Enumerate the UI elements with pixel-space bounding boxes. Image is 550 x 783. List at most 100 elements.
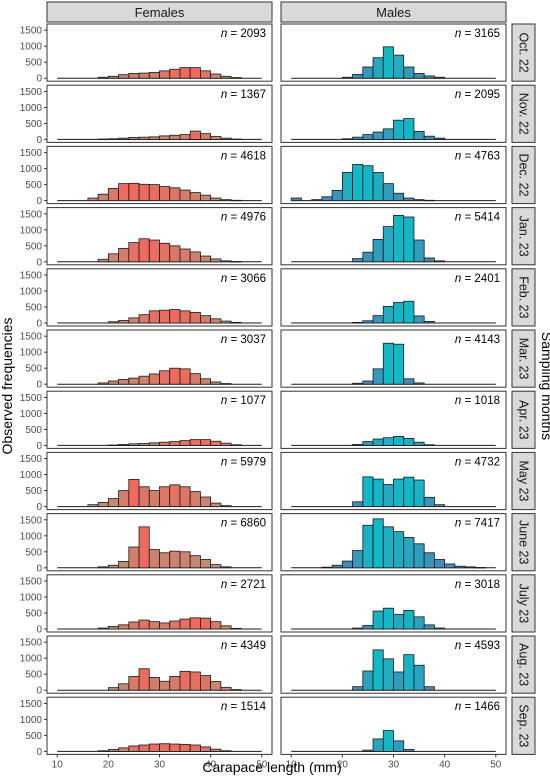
n-label-males-feb-23: n = 2401	[455, 273, 500, 285]
bar-females-apr-23-38	[200, 439, 212, 446]
bar-males-june-23-46	[474, 567, 486, 569]
bar-females-may-23-36	[189, 491, 201, 507]
bar-females-oct-22-22	[118, 74, 130, 79]
bar-females-oct-22-28	[148, 72, 160, 79]
bar-females-sep-23-36	[189, 744, 201, 752]
bar-females-july-23-40	[210, 621, 222, 630]
bar-females-apr-23-42	[220, 442, 232, 446]
bar-males-dec-22-10	[290, 197, 302, 201]
n-label-males-apr-23: n = 1018	[455, 395, 500, 407]
bar-females-sep-23-38	[200, 746, 212, 752]
y-tick-label-oct-22-500: 500	[25, 58, 42, 69]
x-axis-title: Carapace length (mm)	[202, 759, 341, 775]
bar-females-july-23-30	[159, 622, 171, 630]
bar-males-july-23-38	[434, 627, 446, 630]
bar-males-nov-22-32	[403, 118, 415, 140]
row-strip-may-23	[511, 451, 536, 511]
bar-females-mar-23-32	[169, 367, 181, 385]
bar-males-dec-22-14	[311, 199, 323, 201]
bar-males-nov-22-20	[341, 138, 353, 140]
bar-males-mar-23-34	[413, 382, 425, 385]
y-tick-label-nov-22-1500: 1500	[20, 87, 43, 98]
y-tick-label-mar-23-1000: 1000	[20, 348, 43, 359]
bar-females-apr-23-24	[128, 443, 140, 446]
y-tick-label-aug-23-0: 0	[36, 686, 42, 697]
bar-males-dec-22-18	[331, 189, 343, 202]
bar-females-jan-23-32	[169, 245, 181, 263]
bar-males-mar-23-22	[352, 382, 364, 385]
y-tick-label-nov-22-500: 500	[25, 119, 42, 130]
bar-females-oct-22-40	[210, 73, 222, 79]
y-tick-label-june-23-1000: 1000	[20, 531, 43, 542]
bar-females-oct-22-38	[200, 70, 212, 79]
bar-males-june-23-28	[382, 526, 394, 569]
bar-females-feb-23-24	[128, 317, 140, 324]
bar-females-aug-23-38	[200, 675, 212, 691]
bar-females-sep-23-34	[179, 743, 191, 752]
y-tick-label-july-23-1500: 1500	[20, 577, 43, 588]
bar-males-aug-23-24	[362, 670, 374, 691]
bar-females-feb-23-28	[148, 310, 160, 324]
bar-females-oct-22-32	[169, 68, 181, 79]
bar-females-nov-22-18	[97, 138, 109, 140]
bar-females-feb-23-44	[230, 321, 242, 324]
bar-males-july-23-36	[423, 624, 435, 630]
bar-females-apr-23-26	[138, 443, 150, 446]
bar-males-may-23-36	[423, 496, 435, 508]
bar-males-jan-23-34	[413, 239, 425, 263]
bar-males-may-23-32	[403, 476, 415, 508]
bar-females-june-23-24	[128, 546, 140, 569]
y-tick-label-aug-23-1500: 1500	[20, 638, 43, 649]
bar-females-may-23-34	[179, 486, 191, 508]
bar-males-nov-22-26	[372, 131, 384, 140]
bar-females-mar-23-24	[128, 377, 140, 385]
n-label-males-nov-22: n = 2095	[455, 89, 500, 101]
bar-females-may-23-42	[220, 505, 232, 508]
bar-males-oct-22-20	[341, 76, 353, 79]
y-tick-label-mar-23-500: 500	[25, 364, 42, 375]
bar-males-jan-23-30	[393, 214, 405, 263]
bar-females-dec-22-24	[128, 182, 140, 202]
bar-males-dec-22-30	[393, 192, 405, 202]
row-strip-label-mar-23: Mar. 23	[517, 338, 531, 380]
row-strip-june-23	[511, 513, 536, 572]
bar-males-nov-22-24	[362, 134, 374, 140]
bar-males-mar-23-24	[362, 380, 374, 385]
y-tick-label-feb-23-1500: 1500	[20, 271, 43, 282]
bar-females-aug-23-34	[179, 670, 191, 691]
bar-males-june-23-20	[341, 560, 353, 569]
bar-females-aug-23-28	[148, 677, 160, 691]
bar-males-aug-23-28	[382, 658, 394, 691]
bar-females-mar-23-34	[179, 368, 191, 385]
bar-females-oct-22-18	[97, 76, 109, 79]
y-tick-label-jan-23-0: 0	[36, 257, 42, 268]
y-tick-label-june-23-500: 500	[25, 547, 42, 558]
bar-females-july-23-20	[107, 626, 119, 630]
n-label-males-july-23: n = 3018	[455, 579, 500, 591]
bar-males-may-23-22	[352, 501, 364, 507]
bar-males-aug-23-36	[423, 686, 435, 691]
bar-males-june-23-24	[362, 524, 374, 569]
y-tick-label-july-23-1000: 1000	[20, 593, 43, 604]
bar-males-may-23-26	[372, 478, 384, 507]
bar-females-sep-23-20	[107, 749, 119, 752]
bar-males-dec-22-34	[413, 199, 425, 201]
y-tick-label-mar-23-1500: 1500	[20, 332, 43, 343]
bar-females-nov-22-30	[159, 135, 171, 140]
bar-males-nov-22-22	[352, 136, 364, 140]
bar-males-july-23-28	[382, 607, 394, 630]
bar-males-july-23-24	[362, 625, 374, 630]
bar-females-mar-23-30	[159, 370, 171, 385]
bar-males-oct-22-30	[393, 54, 405, 79]
bar-males-june-23-26	[372, 518, 384, 569]
bar-males-dec-22-22	[352, 164, 364, 202]
bar-males-june-23-32	[403, 537, 415, 569]
bar-males-jan-23-36	[423, 257, 435, 263]
y-tick-label-sep-23-500: 500	[25, 731, 42, 742]
bar-females-nov-22-32	[169, 134, 181, 140]
bar-males-aug-23-22	[352, 686, 364, 691]
bar-males-jan-23-38	[434, 260, 446, 263]
bar-females-sep-23-18	[97, 750, 109, 752]
bar-females-may-23-24	[128, 478, 140, 507]
bar-females-oct-22-26	[138, 72, 150, 79]
